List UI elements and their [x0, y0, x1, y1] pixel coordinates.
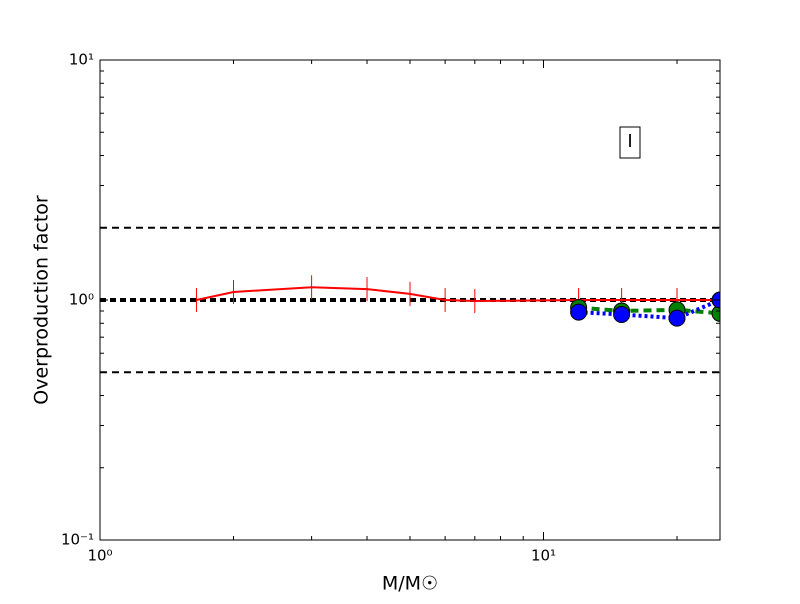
y-tick-label: 10⁰: [69, 291, 94, 309]
y-tick-label: 10¹: [69, 51, 94, 69]
annotation: I: [627, 131, 632, 152]
annotation-box: [619, 126, 641, 159]
y-axis-label: Overproduction factor: [31, 195, 53, 405]
plot-area: [100, 226, 720, 374]
marker: [711, 304, 720, 322]
x-axis-label: M/M☉: [382, 573, 438, 595]
x-tick-label: 10¹: [531, 547, 556, 565]
y-tick-label: 10⁻¹: [61, 531, 94, 549]
series-line: [578, 298, 720, 321]
x-tick-label: 10⁰: [87, 547, 112, 565]
marker: [613, 306, 631, 324]
series-line: [578, 305, 720, 316]
marker: [570, 303, 588, 321]
marker: [668, 309, 686, 327]
